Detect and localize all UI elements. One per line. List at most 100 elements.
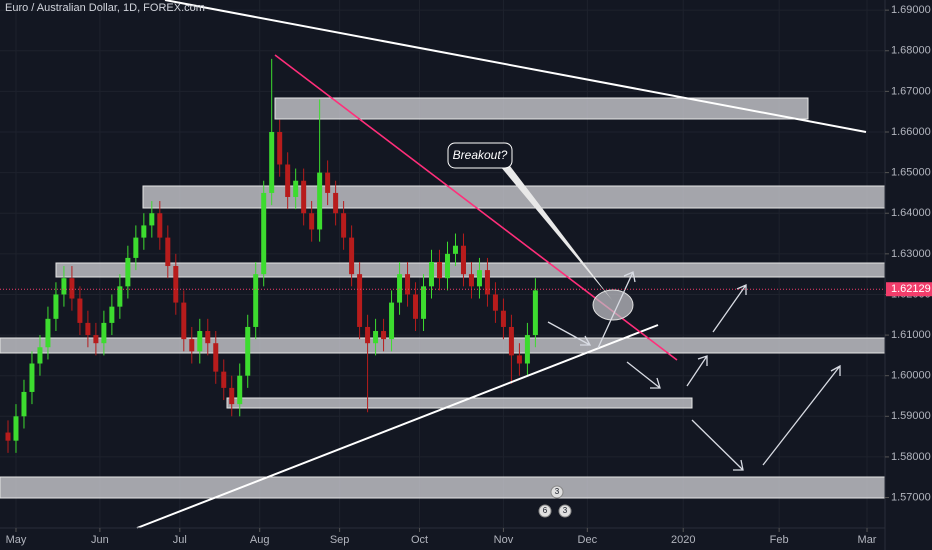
x-tick-label: Jul [173, 534, 187, 546]
ellipse [592, 289, 634, 321]
x-tick-label: Aug [250, 534, 270, 546]
candle-body [405, 274, 411, 295]
candle-body [452, 245, 458, 254]
candle-body [117, 286, 123, 307]
y-tick-label: 1.63000 [891, 248, 931, 260]
x-tick-label: Oct [411, 534, 428, 546]
candle-body [373, 331, 379, 344]
candle-body [468, 274, 474, 287]
candle-body [173, 266, 179, 303]
arrows [547, 271, 841, 471]
candle-body [125, 257, 131, 287]
candle-body [5, 432, 11, 441]
x-tick-label: Nov [494, 534, 514, 546]
candle-body [285, 164, 291, 197]
event-icon [538, 504, 552, 518]
candle-body [165, 237, 171, 267]
arrow [686, 355, 708, 387]
arrow [712, 283, 747, 333]
candle-body [229, 387, 235, 405]
y-tick-label: 1.58000 [891, 451, 931, 463]
candle-body [421, 286, 427, 319]
candle-body [460, 245, 466, 275]
candle-body [85, 322, 91, 336]
trend-line [136, 324, 659, 529]
y-tick-label: 1.69000 [891, 4, 931, 16]
candle-body [437, 261, 443, 279]
event-icon [550, 485, 564, 499]
candle-body [349, 237, 355, 275]
candle-body [149, 213, 155, 226]
candle-body [141, 225, 147, 238]
y-tick-label: 1.64000 [891, 207, 931, 219]
candle-body [29, 363, 35, 392]
candle-body [213, 343, 219, 372]
price-axis [885, 0, 932, 550]
arrow [762, 364, 841, 466]
x-tick-label: May [6, 534, 27, 546]
zone [142, 185, 889, 209]
arrow [547, 321, 592, 346]
arrow [691, 419, 744, 471]
candle-body [333, 192, 339, 214]
candle-body [253, 274, 259, 327]
candle-body [37, 347, 43, 364]
event-count: 3 [555, 487, 560, 496]
candle-body [532, 290, 538, 336]
candle-body [293, 180, 299, 197]
candle-body [53, 294, 59, 319]
candle-body [397, 274, 403, 303]
candle-body [357, 274, 363, 327]
y-tick-label: 1.67000 [891, 85, 931, 97]
y-tick-label: 1.59000 [891, 410, 931, 422]
y-tick-label: 1.60000 [891, 370, 931, 382]
event-count: 3 [563, 506, 568, 515]
candle-body [77, 298, 83, 323]
zone [274, 97, 809, 120]
x-tick-label: Sep [330, 534, 350, 546]
candle-body [413, 294, 419, 319]
events: 3 6 3 [538, 485, 572, 518]
candle-body [109, 306, 115, 323]
y-tick-label: 1.61000 [891, 329, 931, 341]
candle-body [13, 416, 19, 441]
candle-body [524, 335, 530, 364]
candle-body [309, 213, 315, 230]
candle-body [484, 270, 490, 295]
callout-pointer [500, 166, 612, 300]
candles [5, 58, 538, 453]
axes: 1.570001.580001.590001.600001.610001.620… [0, 4, 932, 546]
callout-text: Breakout? [453, 148, 508, 162]
candle-body [301, 180, 307, 214]
candle-body [221, 371, 227, 388]
chart-title: Euro / Australian Dollar, 1D, FOREX.com [5, 2, 205, 14]
trend-line [164, 0, 867, 133]
callout-box [447, 142, 513, 169]
y-tick-label: 1.65000 [891, 167, 931, 179]
x-tick-label: Mar [858, 534, 877, 546]
candle-body [189, 339, 195, 352]
y-tick-label: 1.57000 [891, 491, 931, 503]
candle-body [508, 326, 514, 356]
zone [0, 337, 889, 354]
event-icon [558, 504, 572, 518]
candle-body [205, 331, 211, 344]
candle-body [516, 355, 522, 364]
candle-body [269, 132, 275, 193]
candle-body [21, 391, 27, 417]
candle-body [341, 213, 347, 238]
candle-body [325, 172, 331, 193]
candle-body [492, 294, 498, 311]
candle-body [61, 278, 67, 295]
candle-body [261, 192, 267, 275]
candle-body [500, 310, 506, 327]
candle-body [444, 253, 450, 279]
zone [0, 476, 889, 499]
candle-body [237, 375, 243, 405]
arrow [597, 271, 636, 349]
x-tick-label: Feb [770, 534, 789, 546]
candle-body [157, 213, 163, 238]
x-tick-label: Jun [91, 534, 109, 546]
x-tick-label: 2020 [671, 534, 695, 546]
